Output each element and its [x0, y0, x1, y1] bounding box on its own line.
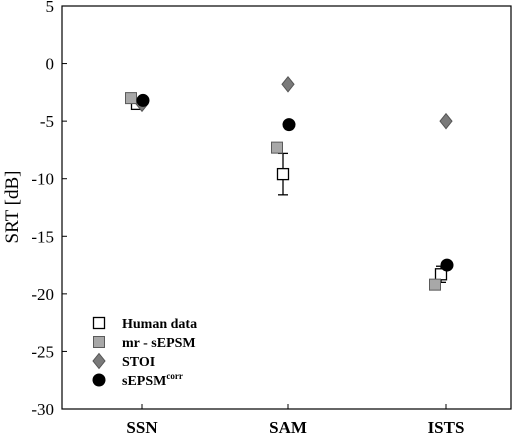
x-category-label: SSN [126, 418, 158, 437]
legend-label-text: Human data [122, 317, 197, 332]
data-point-gray-square [271, 141, 283, 154]
data-point-diamond [439, 112, 453, 130]
y-tick-label: -10 [31, 170, 54, 189]
legend-label-text: sEPSM [122, 374, 166, 389]
data-point-filled-circle [136, 93, 150, 107]
data-point-gray-square [125, 92, 137, 105]
x-axis-categories: SSN SAM ISTS [126, 404, 464, 437]
legend-label: mr - sEPSM [122, 336, 196, 351]
y-tick-label: -25 [31, 342, 54, 361]
data-point-filled-circle [282, 118, 296, 132]
data-marks [125, 75, 454, 291]
legend-marker-filled-circle [92, 373, 106, 387]
y-tick-label: -5 [40, 112, 54, 131]
legend-label-text: mr - sEPSM [122, 336, 196, 351]
legend-marker-gray-square [93, 336, 105, 348]
y-tick-label: 0 [46, 55, 55, 74]
legend-label: Human data [122, 317, 197, 332]
data-point-diamond [281, 75, 295, 93]
legend-marker-open-square [92, 316, 106, 330]
y-tick-label: -15 [31, 227, 54, 246]
y-axis-ticks: 5 0 -5 -10 -15 -20 -25 -30 [31, 0, 67, 419]
legend-label: STOI [122, 355, 155, 370]
x-category-label: SAM [269, 418, 307, 437]
y-tick-label: -30 [31, 400, 54, 419]
data-point-filled-circle [440, 258, 454, 272]
legend-label-superscript: corr [166, 371, 182, 381]
plot-frame [61, 5, 512, 410]
data-point-gray-square [429, 278, 441, 291]
y-tick-label: 5 [46, 0, 55, 16]
legend-marker-diamond [92, 352, 106, 370]
legend-label-text: STOI [122, 355, 155, 370]
x-category-label: ISTS [428, 418, 465, 437]
y-tick-label: -20 [31, 285, 54, 304]
legend-label: sEPSMcorr [122, 371, 183, 389]
y-axis-title: SRT [dB] [2, 171, 23, 244]
data-point-open-square [276, 167, 290, 181]
